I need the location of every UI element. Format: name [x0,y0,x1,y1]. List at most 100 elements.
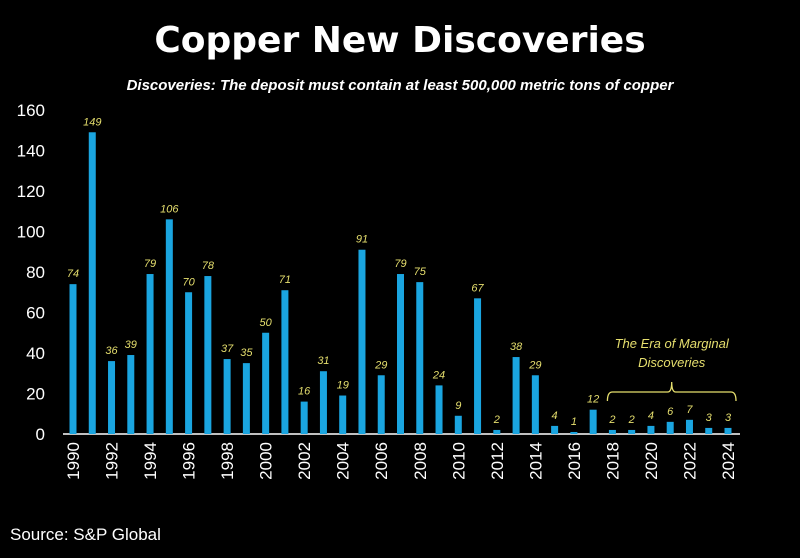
bar-1998 [223,359,231,434]
data-label-1995: 106 [160,203,179,215]
x-tick-label: 2016 [565,442,584,480]
data-label-2000: 50 [260,317,273,329]
bar-2012 [493,429,501,434]
data-label-1996: 70 [182,276,195,288]
bar-2020 [647,425,655,434]
bar-1999 [242,363,250,434]
data-label-2017: 12 [587,394,599,406]
y-tick-label: 100 [17,223,45,242]
data-label-2020: 4 [648,410,654,422]
data-label-2021: 6 [667,406,674,418]
data-label-2004: 19 [337,380,349,392]
y-tick-label: 80 [26,263,45,282]
bar-2002 [300,401,308,434]
data-label-2007: 79 [394,258,406,270]
source-note: Source: S&P Global [10,525,161,544]
y-tick-label: 40 [26,344,45,363]
data-label-2018: 2 [608,414,615,426]
bar-1990 [69,284,77,434]
data-label-2022: 7 [686,404,693,416]
data-label-2008: 75 [414,266,427,278]
x-tick-label: 2012 [488,442,507,480]
bar-1997 [204,276,212,434]
x-tick-label: 2008 [411,442,430,480]
bar-2009 [435,385,443,434]
y-tick-label: 60 [26,304,45,323]
bar-2001 [281,290,289,434]
bar-2005 [358,249,366,434]
bar-2024 [724,427,732,434]
bar-2011 [474,298,482,434]
y-tick-label: 20 [26,385,45,404]
bar-2007 [397,274,404,434]
annotation-text: The Era of Marginal [615,336,730,351]
data-label-2013: 38 [510,341,523,353]
bar-2013 [512,357,520,434]
annotation-brace [606,381,737,402]
data-label-2016: 1 [571,416,577,428]
bar-2004 [339,395,347,434]
bar-2003 [319,371,327,434]
data-label-1994: 79 [144,258,156,270]
y-tick-label: 160 [17,101,45,120]
bar-2022 [685,419,693,434]
annotation-text: Discoveries [638,355,706,370]
x-tick-label: 2010 [449,442,468,480]
bar-2016 [570,431,578,434]
chart-title: Copper New Discoveries [154,20,646,61]
data-label-2011: 67 [471,282,484,294]
data-label-1993: 39 [125,339,137,351]
x-tick-label: 2014 [526,442,545,480]
data-label-2006: 29 [374,359,387,371]
bar-1992 [108,361,116,434]
data-label-2005: 91 [356,234,368,246]
data-label-2015: 4 [552,410,558,422]
bar-2000 [262,332,270,434]
bar-2019 [628,429,636,434]
data-label-2019: 2 [628,414,635,426]
bar-2006 [377,375,385,434]
data-label-2012: 2 [493,414,500,426]
x-tick-label: 2006 [372,442,391,480]
bar-1993 [127,355,135,434]
data-label-1998: 37 [221,343,234,355]
bar-2023 [705,427,713,434]
x-tick-label: 2020 [642,442,661,480]
bar-1991 [88,132,96,434]
x-tick-label: 1994 [141,442,160,480]
chart-subtitle: Discoveries: The deposit must contain at… [126,77,674,94]
x-tick-label: 1990 [64,442,83,480]
bar-2021 [666,421,674,434]
x-tick-label: 1992 [103,442,122,480]
data-label-2010: 9 [455,400,461,412]
data-label-1999: 35 [240,347,253,359]
bar-2014 [531,375,539,434]
data-label-1992: 36 [105,345,118,357]
data-label-2003: 31 [317,355,329,367]
data-label-1997: 78 [202,260,215,272]
x-tick-label: 2002 [295,442,314,480]
bar-2015 [551,425,559,434]
y-tick-label: 120 [17,182,45,201]
bar-1996 [185,292,193,434]
x-tick-label: 2004 [334,442,353,480]
y-tick-label: 0 [36,425,45,444]
data-label-2024: 3 [725,412,732,424]
x-tick-label: 1996 [180,442,199,480]
y-tick-label: 140 [17,142,45,161]
bar-1995 [165,219,173,434]
x-tick-label: 2024 [719,442,738,480]
x-tick-label: 2000 [257,442,276,480]
data-label-1991: 149 [83,116,101,128]
bar-2017 [589,409,597,434]
x-tick-label: 2022 [680,442,699,480]
data-label-2001: 71 [279,274,291,286]
bar-1994 [146,274,154,434]
data-label-2014: 29 [528,359,541,371]
bar-2018 [608,429,616,434]
x-tick-label: 1998 [218,442,237,480]
data-label-2002: 16 [298,386,311,398]
data-label-2023: 3 [706,412,713,424]
data-label-1990: 74 [67,268,79,280]
